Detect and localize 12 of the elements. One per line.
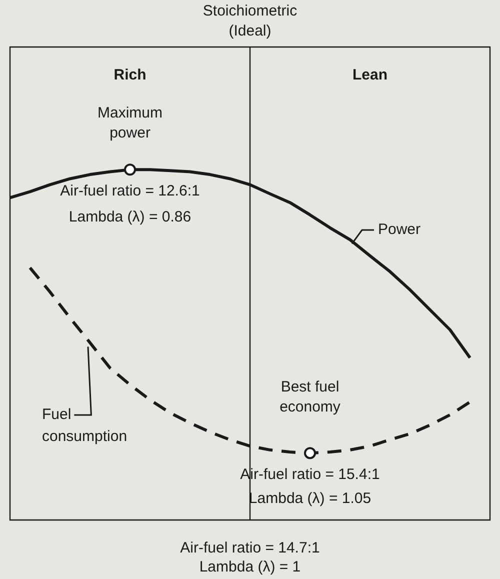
annotation: Air-fuel ratio = 12.6:1 xyxy=(60,182,200,200)
legend-label: Power xyxy=(378,221,421,238)
annotation: Lambda (λ) = 0.86 xyxy=(68,208,192,226)
text: Maximum power xyxy=(97,104,163,142)
series-label: Fuel consumption xyxy=(42,406,128,446)
text: Rich xyxy=(114,66,146,84)
text: Air-fuel ratio = 14.7:1 xyxy=(180,540,320,557)
text: Stoichiometric (Ideal) xyxy=(202,2,298,40)
text: Lean xyxy=(352,66,388,84)
annotation: Best fuel economy xyxy=(280,378,341,416)
annotation: Lambda (λ) = 1.05 xyxy=(248,490,372,507)
text: Lambda (λ) = 1 xyxy=(199,558,301,576)
